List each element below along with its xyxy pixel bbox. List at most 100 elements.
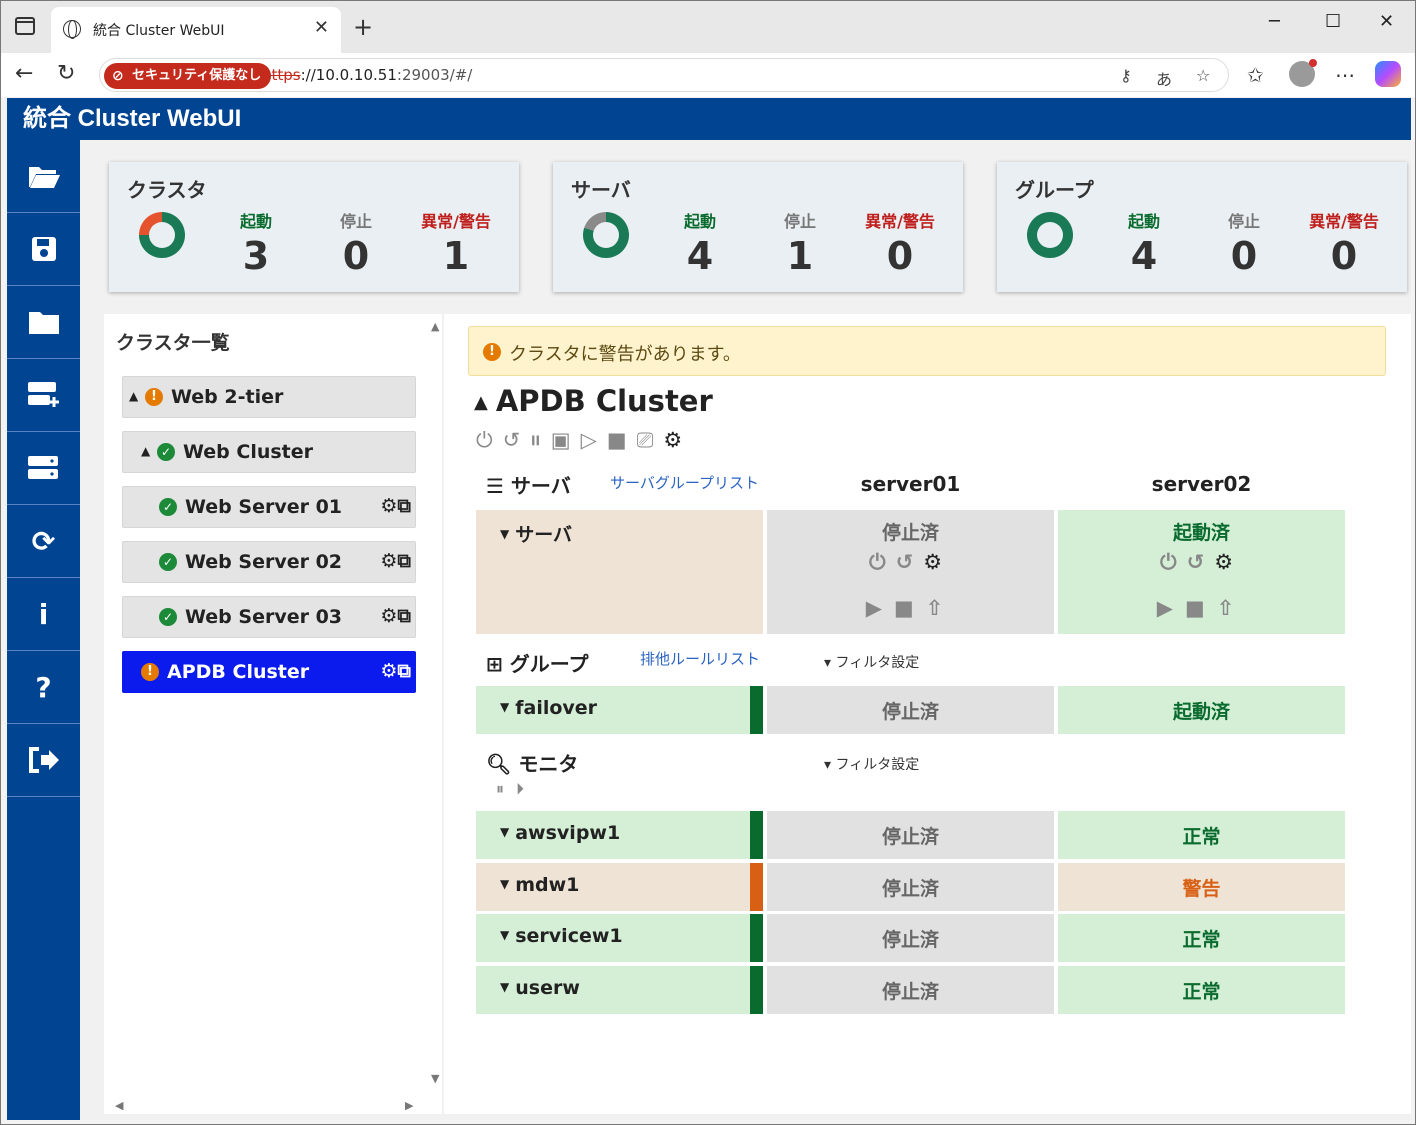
tab-actions-icon[interactable] [15, 17, 35, 35]
cluster-item-web-server-02[interactable]: ✓ Web Server 02 ⚙⧉ [122, 541, 416, 583]
copilot-icon[interactable] [1375, 61, 1401, 87]
expand-caret-icon[interactable]: ▼ [500, 928, 510, 942]
suspend-icon[interactable]: ⏸ [530, 428, 551, 452]
screen-icon[interactable]: ⎚ [636, 428, 664, 452]
cluster-item-web-server-01[interactable]: ✓ Web Server 01 ⚙⧉ [122, 486, 416, 528]
reboot-icon[interactable]: ↺ [502, 428, 531, 452]
monitor-row-servicew1[interactable]: ▼ servicew1 [476, 914, 763, 962]
profile-avatar[interactable] [1289, 59, 1317, 87]
new-tab-icon[interactable]: + [353, 13, 374, 41]
upload-icon[interactable]: ⇧ [1216, 596, 1247, 620]
stopped-count: 1 [786, 234, 814, 278]
expand-caret-icon[interactable]: ▼ [500, 527, 510, 541]
open-external-icon[interactable]: ⧉ [397, 550, 411, 572]
stop-box-icon[interactable]: ■ [1184, 596, 1217, 620]
pause-icon[interactable]: ⏸ [496, 779, 517, 798]
settings-gear-icon[interactable]: ⚙ [380, 660, 398, 682]
filter-label: フィルタ設定 [835, 757, 920, 773]
collapse-caret-icon[interactable]: ▲ [474, 392, 488, 413]
settings-gear-icon[interactable]: ⚙ [923, 550, 953, 574]
summary-server: サーバ 起動 4 停止 1 異常/警告 0 [553, 162, 963, 292]
group-row-failover[interactable]: ▼ failover [476, 686, 763, 734]
resume-icon[interactable]: ⏵ [516, 779, 537, 798]
server-donut-icon [583, 212, 629, 258]
power-icon[interactable]: ⏻ [1159, 550, 1187, 574]
expand-caret-icon[interactable]: ▼ [500, 980, 510, 994]
monitor-state: 正常 [1182, 981, 1221, 1003]
collapse-caret-icon[interactable]: ▲ [129, 389, 139, 403]
expand-caret-icon[interactable]: ▼ [500, 825, 510, 839]
monitor-row-awsvipw1[interactable]: ▼ awsvipw1 [476, 811, 763, 859]
back-icon[interactable]: ← [15, 61, 34, 86]
monitor-row-mdw1[interactable]: ▼ mdw1 [476, 863, 763, 911]
power-icon[interactable]: ⏻ [476, 428, 503, 452]
help-icon[interactable]: ? [7, 651, 80, 724]
group-filter-toggle[interactable]: ▾ フィルタ設定 [824, 652, 919, 672]
monitor-row-userw[interactable]: ▼ userw [476, 966, 763, 1014]
expand-caret-icon[interactable]: ▼ [500, 700, 510, 714]
expand-caret-icon[interactable]: ▼ [500, 877, 510, 891]
settings-gear-icon[interactable]: ⚙ [380, 495, 398, 517]
scroll-right-arrow-icon[interactable]: ▶ [405, 1099, 414, 1112]
favorites-icon[interactable]: ✩ [1247, 63, 1264, 87]
scroll-left-arrow-icon[interactable]: ◀ [115, 1099, 124, 1112]
save-icon[interactable] [7, 213, 80, 286]
close-window-icon[interactable]: ✕ [1379, 11, 1395, 32]
folder-open-icon[interactable] [7, 140, 80, 213]
browser-tab[interactable]: 統合 Cluster WebUI ✕ [51, 7, 341, 53]
cluster-item-web-server-03[interactable]: ✓ Web Server 03 ⚙⧉ [122, 596, 416, 638]
settings-gear-icon[interactable]: ⚙ [663, 428, 693, 452]
server02-actions: ▶■⇧ [1058, 596, 1345, 620]
logout-icon[interactable] [7, 724, 80, 797]
more-menu-icon[interactable]: ⋯ [1335, 63, 1355, 87]
close-tab-icon[interactable]: ✕ [313, 17, 329, 38]
cluster-item-web-2-tier[interactable]: ▲ ! Web 2-tier [122, 376, 416, 418]
stop-icon[interactable]: ■ [606, 428, 637, 452]
exclusion-rule-list-link[interactable]: 排他ルールリスト [640, 650, 761, 668]
settings-gear-icon[interactable]: ⚙ [380, 550, 398, 572]
upload-icon[interactable]: ⇧ [925, 596, 956, 620]
settings-gear-icon[interactable]: ⚙ [1214, 550, 1244, 574]
read-aloud-icon[interactable]: あ [1156, 70, 1173, 89]
favorite-star-icon[interactable]: ☆ [1196, 66, 1211, 85]
security-badge[interactable]: セキュリティ保護なし [104, 63, 272, 89]
server-list-icon[interactable] [7, 432, 80, 505]
maximize-icon[interactable]: ☐ [1325, 11, 1342, 32]
minimize-icon[interactable]: ─ [1269, 11, 1280, 32]
monitor-filter-toggle[interactable]: ▾ フィルタ設定 [824, 754, 919, 774]
ok-check-icon: ✓ [159, 608, 177, 626]
cluster-item-web-cluster[interactable]: ▲ ✓ Web Cluster [122, 431, 416, 473]
open-external-icon[interactable]: ⧉ [397, 605, 411, 627]
start-box-icon[interactable]: ▶ [1156, 596, 1185, 620]
power-icon[interactable]: ⏻ [868, 550, 896, 574]
monitor-state: 停止済 [881, 878, 939, 900]
scroll-up-arrow-icon[interactable]: ▲ [431, 320, 440, 333]
server-add-icon[interactable] [7, 359, 80, 432]
reload-icon[interactable]: ↻ [57, 61, 76, 86]
url-field[interactable]: セキュリティ保護なし https://10.0.10.51:29003/#/ ⚷… [99, 58, 1229, 92]
start-box-icon[interactable]: ▶ [865, 596, 894, 620]
settings-gear-icon[interactable]: ⚙ [380, 605, 398, 627]
webui-app: 統合 Cluster WebUI ⟳ i ? [7, 98, 1411, 1120]
cluster-detail: ! クラスタに警告があります。 ▲ APDB Cluster ⏻↺⏸▣▷■⎚⚙ ☰… [444, 314, 1411, 1114]
info-icon[interactable]: i [7, 578, 80, 651]
open-external-icon[interactable]: ⧉ [397, 660, 411, 682]
server-row-label[interactable]: ▼ サーバ [500, 520, 572, 547]
group-cell: 起動済 [1058, 686, 1345, 734]
cluster-item-apdb-cluster[interactable]: ! APDB Cluster ⚙⧉ [122, 651, 416, 693]
scroll-down-arrow-icon[interactable]: ▼ [431, 1072, 440, 1085]
server-group-list-link[interactable]: サーバグループリスト [610, 474, 759, 492]
collapse-caret-icon[interactable]: ▲ [141, 444, 151, 458]
stop-box-icon[interactable]: ■ [893, 596, 926, 620]
resume-icon[interactable]: ▣ [550, 428, 581, 452]
key-icon[interactable]: ⚷ [1120, 66, 1132, 85]
error-count: 0 [1330, 234, 1358, 278]
start-icon[interactable]: ▷ [580, 428, 607, 452]
url-protocol: https [262, 66, 301, 84]
reboot-icon[interactable]: ↺ [1186, 550, 1215, 574]
folder-icon[interactable] [7, 286, 80, 359]
cluster-item-label: Web Cluster [183, 441, 314, 463]
open-external-icon[interactable]: ⧉ [397, 495, 411, 517]
refresh-icon[interactable]: ⟳ [7, 505, 80, 578]
reboot-icon[interactable]: ↺ [895, 550, 924, 574]
